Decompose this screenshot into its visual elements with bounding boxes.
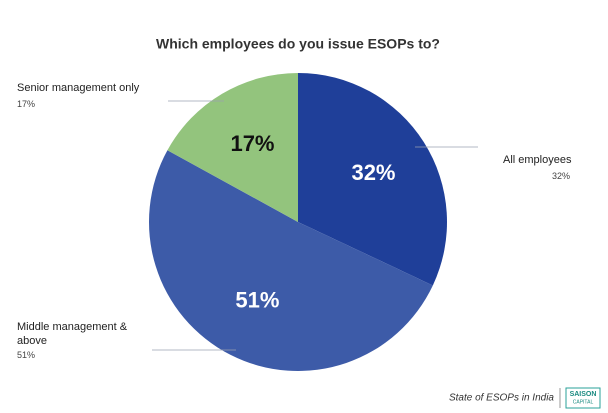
logo-box (565, 387, 601, 409)
slice-label: 51% (235, 287, 279, 312)
chart-title: Which employees do you issue ESOPs to? (156, 36, 440, 52)
slice (298, 73, 447, 286)
category-label: All employees (503, 154, 572, 166)
slice (167, 73, 298, 222)
logo: CAPITAL (573, 399, 594, 405)
slice-label: 17% (230, 131, 274, 156)
value-label: 17% (17, 99, 36, 109)
slice (149, 150, 433, 371)
value-label: 32% (551, 171, 570, 181)
source: State of ESOPs in India (449, 393, 554, 404)
value-label: 51% (17, 350, 36, 360)
category-label: Senior management only (17, 82, 140, 94)
category-label: Middle management & above (17, 321, 128, 347)
slice-label: 32% (351, 160, 395, 185)
logo: SAISON (570, 391, 597, 398)
